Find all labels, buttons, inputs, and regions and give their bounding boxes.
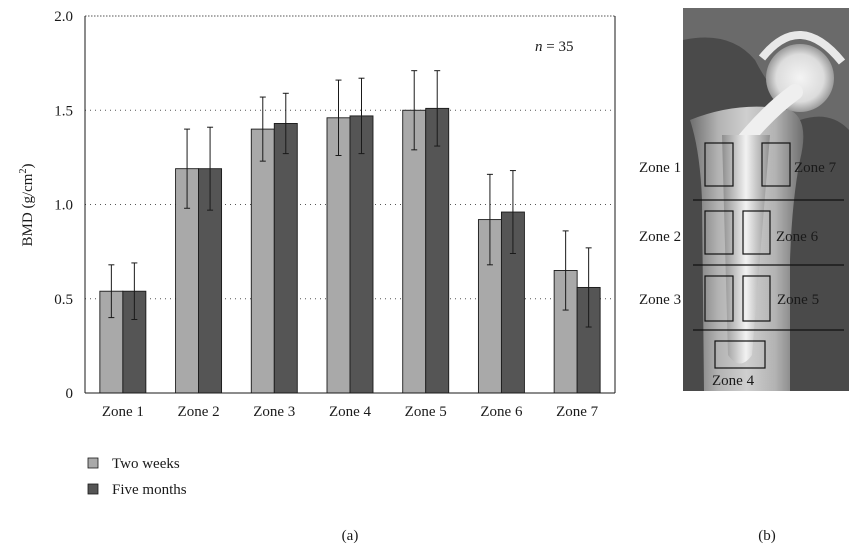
bar xyxy=(251,129,274,393)
zone-6-label: Zone 6 xyxy=(776,229,819,245)
x-tick-label: Zone 1 xyxy=(102,404,144,420)
y-tick-label: 2.0 xyxy=(54,9,73,25)
bar-chart-panel: 00.51.01.52.0 Zone 1 Zone 2 Zone 3 Zone 4 Zo… xyxy=(18,9,615,544)
zone-1-label: Zone 1 xyxy=(639,160,681,176)
panel-label-b: (b) xyxy=(758,528,776,544)
y-tick-label: 1.0 xyxy=(54,198,73,214)
x-tick-label: Zone 5 xyxy=(405,404,447,420)
y-axis-ticks: 0 0.5 1.0 1.5 2.0 xyxy=(54,9,73,402)
radiograph-panel: Zone 1 Zone 2 Zone 3 Zone 4 Zone 5 Zone … xyxy=(639,8,849,544)
bars xyxy=(100,71,600,393)
zone-5-label: Zone 5 xyxy=(777,292,819,308)
x-tick-label: Zone 7 xyxy=(556,404,599,420)
legend-swatch-five-months xyxy=(88,484,98,494)
y-axis-label: BMD (g/cm2) xyxy=(18,164,36,247)
y-tick-label: 0.5 xyxy=(54,292,73,308)
y-tick-label: 0 xyxy=(66,386,74,402)
panel-label-a: (a) xyxy=(342,528,359,544)
zone-4-label: Zone 4 xyxy=(712,373,755,389)
x-tick-label: Zone 6 xyxy=(480,404,523,420)
bar xyxy=(274,123,297,393)
sample-size-annotation: n = 35 xyxy=(535,39,573,55)
y-tick-label: 1.5 xyxy=(54,103,73,119)
legend: Two weeks Five months xyxy=(88,456,187,498)
legend-label-two-weeks: Two weeks xyxy=(112,456,180,472)
bar xyxy=(403,110,426,393)
zone-7-label: Zone 7 xyxy=(794,160,837,176)
legend-label-five-months: Five months xyxy=(112,482,187,498)
bar xyxy=(426,108,449,393)
bar xyxy=(327,118,350,393)
zone-2-label: Zone 2 xyxy=(639,229,681,245)
bar xyxy=(350,116,373,393)
x-tick-label: Zone 3 xyxy=(253,404,295,420)
x-tick-label: Zone 4 xyxy=(329,404,372,420)
x-axis-ticks: Zone 1 Zone 2 Zone 3 Zone 4 Zone 5 Zone 6 Zone… xyxy=(102,404,599,420)
x-tick-label: Zone 2 xyxy=(178,404,220,420)
zone-3-label: Zone 3 xyxy=(639,292,681,308)
legend-swatch-two-weeks xyxy=(88,458,98,468)
